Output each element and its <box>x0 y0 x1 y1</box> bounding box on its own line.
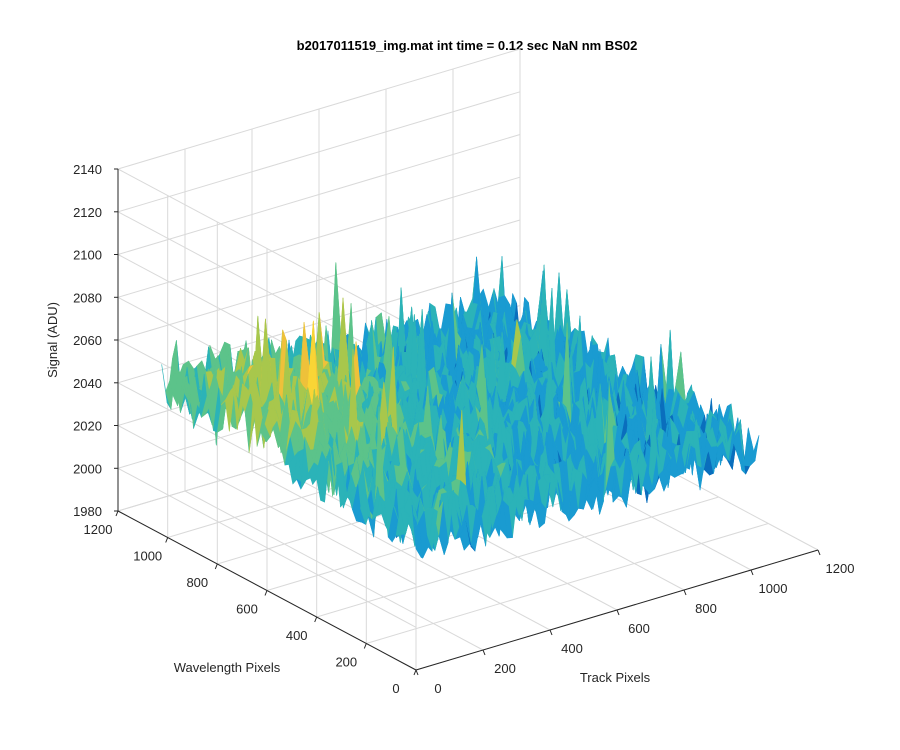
x-tick-mark <box>616 609 620 616</box>
x-tick-mark <box>549 629 553 636</box>
y-tick-mark <box>413 669 417 676</box>
back-wall-grid-line <box>117 219 521 341</box>
back-wall-grid-line <box>117 134 521 255</box>
x-tick-label: 1200 <box>826 561 855 576</box>
y-tick-label: 1200 <box>84 522 113 537</box>
y-axis-label: Wavelength Pixels <box>174 660 281 675</box>
y-tick-mark <box>264 590 268 596</box>
back-wall-grid-line <box>117 168 417 329</box>
y-tick-mark <box>214 563 218 570</box>
z-tick-label: 2100 <box>73 248 102 263</box>
x-tick-mark <box>415 669 419 676</box>
back-wall-grid-line <box>117 48 521 170</box>
back-wall-grid-line <box>117 91 521 213</box>
back-wall-grid-line <box>117 467 417 628</box>
axis-ticks: 0 200 400 600 800 1000 1200 0 200 400 600 800 1000 12… <box>73 162 854 696</box>
x-tick-mark <box>817 549 821 556</box>
surface-patch <box>524 497 535 526</box>
y-tick-label: 200 <box>335 655 357 670</box>
signal-surface <box>161 256 760 559</box>
back-wall-grid-line <box>117 176 521 298</box>
z-tick-label: 2060 <box>73 333 102 348</box>
surface-patch <box>411 504 422 559</box>
y-tick-label: 800 <box>186 575 208 590</box>
floor-grid-line <box>366 523 769 644</box>
x-tick-label: 1000 <box>759 581 788 596</box>
z-tick-label: 2120 <box>73 205 102 220</box>
x-tick-mark <box>750 569 754 576</box>
x-tick-label: 600 <box>628 621 650 636</box>
x-tick-label: 0 <box>434 681 441 696</box>
z-tick-label: 2000 <box>73 461 102 476</box>
back-wall-grid-line <box>117 425 417 585</box>
chart-title: b2017011519_img.mat int time = 0.12 sec … <box>297 38 638 53</box>
y-tick-mark <box>363 643 367 649</box>
y-tick-label: 400 <box>286 628 308 643</box>
y-tick-mark <box>314 616 318 623</box>
y-tick-label: 0 <box>392 681 399 696</box>
y-tick-mark <box>165 537 169 543</box>
x-tick-label: 400 <box>561 641 583 656</box>
y-tick-label: 600 <box>236 602 258 617</box>
y-tick-mark <box>115 510 119 517</box>
z-axis-label: Signal (ADU) <box>45 302 60 378</box>
x-tick-label: 200 <box>494 661 516 676</box>
floor-grid-line <box>316 496 719 618</box>
x-tick-mark <box>683 589 687 596</box>
z-tick-label: 2040 <box>73 376 102 391</box>
z-tick-label: 2080 <box>73 290 102 305</box>
z-tick-label: 2020 <box>73 419 102 434</box>
z-tick-label: 2140 <box>73 162 102 177</box>
y-tick-label: 1000 <box>133 549 162 564</box>
z-tick-label: 1980 <box>73 504 102 519</box>
x-axis-label: Track Pixels <box>580 670 651 685</box>
x-tick-mark <box>482 649 486 656</box>
x-tick-label: 800 <box>695 601 717 616</box>
